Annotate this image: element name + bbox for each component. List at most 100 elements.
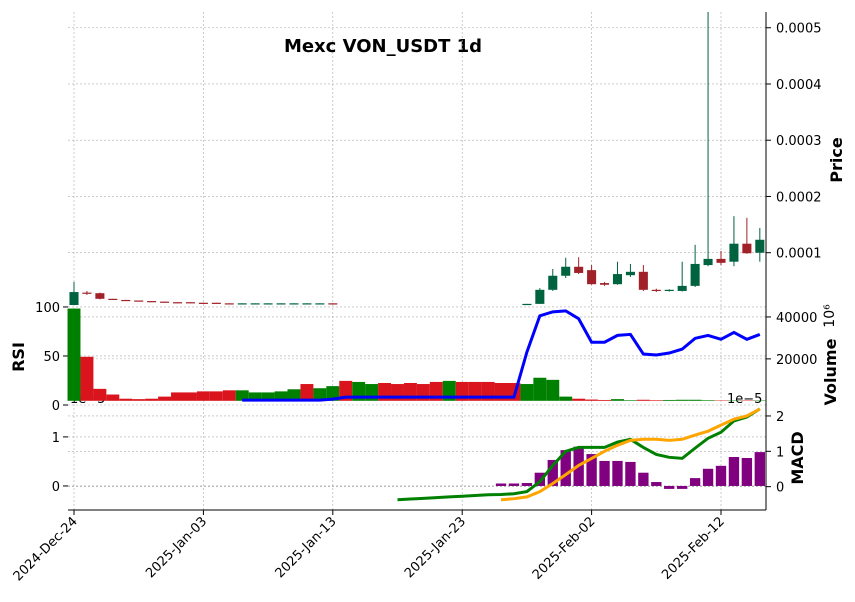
candle-body xyxy=(716,259,725,263)
volume-bar xyxy=(300,384,313,401)
candle-body xyxy=(108,299,117,300)
x-tick-label: 2025-Jan-03 xyxy=(143,514,210,581)
volume-bar xyxy=(145,399,158,401)
y-tick-label: 0.0001 xyxy=(776,247,822,262)
volume-bar xyxy=(611,399,624,401)
volume-label: Volume xyxy=(821,338,840,405)
candle-body xyxy=(691,264,700,286)
candle-body xyxy=(69,292,78,305)
volume-bar xyxy=(197,391,210,400)
candle-body xyxy=(186,302,195,303)
candle-body xyxy=(328,303,337,304)
candle-body xyxy=(238,303,247,304)
macd-label: MACD xyxy=(788,431,807,484)
volume-bar xyxy=(663,400,676,401)
y-tick-label: 0.0005 xyxy=(776,22,822,37)
candle-body xyxy=(535,290,544,304)
macd-hist-bar xyxy=(522,483,532,486)
volume-bar xyxy=(93,389,106,401)
volume-bar xyxy=(676,400,689,401)
macd-hist-bar xyxy=(716,466,726,486)
candle-body xyxy=(212,303,221,304)
candle-body xyxy=(225,303,234,304)
volume-bar xyxy=(520,384,533,401)
candle-body xyxy=(574,267,583,273)
price-label: Price xyxy=(827,137,846,183)
volume-bar xyxy=(106,395,119,401)
volume-bar xyxy=(572,399,585,401)
macd-hist-bar xyxy=(651,482,661,486)
volume-bar xyxy=(637,400,650,401)
rsi-label: RSI xyxy=(9,342,28,372)
candle-body xyxy=(548,276,557,290)
candle-body xyxy=(742,244,751,254)
candle-body xyxy=(277,303,286,304)
y-tick-label: 0 xyxy=(776,481,784,496)
candle-body xyxy=(561,267,570,276)
x-tick-label: 2025-Feb-02 xyxy=(530,514,599,583)
volume-bar xyxy=(223,390,236,400)
candle-body xyxy=(665,290,674,291)
x-tick-label: 2024-Dec-24 xyxy=(11,514,81,584)
chart-title: Mexc VON_USDT 1d xyxy=(284,36,482,57)
y-tick-label: 50 xyxy=(43,350,60,365)
volume-bar xyxy=(546,380,559,401)
candle-body xyxy=(729,244,738,262)
candle-body xyxy=(704,259,713,265)
volume-bar xyxy=(689,400,702,401)
candle-body xyxy=(173,302,182,303)
candle-body xyxy=(755,240,764,253)
y-tick-label: 100 xyxy=(35,301,60,316)
macd-hist-bar xyxy=(509,484,519,486)
candle-body xyxy=(613,274,622,284)
candle-body xyxy=(82,293,91,294)
macd-hist-bar xyxy=(742,458,752,486)
macd-hist-bar xyxy=(612,461,622,486)
macd-hist-bar xyxy=(677,486,687,489)
y-tick-label: 40000 xyxy=(776,311,817,326)
macd-hist-bar xyxy=(729,457,739,486)
candle-body xyxy=(600,283,609,285)
macd-hist-bar xyxy=(755,452,765,486)
y-tick-label: 0.0003 xyxy=(776,134,822,149)
candle-body xyxy=(626,272,635,275)
macd-hist-bar xyxy=(496,484,506,486)
macd-hist-bar xyxy=(625,462,635,486)
volume-bar xyxy=(68,309,81,401)
macd-hist-bar xyxy=(703,469,713,486)
y-tick-label: 1 xyxy=(52,431,60,446)
y-tick-label: 0.0002 xyxy=(776,190,822,205)
candle-body xyxy=(134,301,143,302)
candle-body xyxy=(652,290,661,291)
volume-bar xyxy=(119,399,132,401)
volume-bar xyxy=(171,392,184,400)
volume-bar xyxy=(585,400,598,401)
x-tick-label: 2025-Feb-12 xyxy=(659,514,728,583)
y-tick-label: 0 xyxy=(52,399,60,414)
volume-bar xyxy=(559,397,572,401)
volume-bar xyxy=(132,399,145,401)
candle-body xyxy=(95,293,104,299)
candle-body xyxy=(315,303,324,304)
candle-body xyxy=(587,270,596,284)
x-tick-label: 2025-Jan-13 xyxy=(273,514,340,581)
y-tick-label: 2 xyxy=(776,410,784,425)
candle-body xyxy=(147,301,156,302)
volume-bar xyxy=(184,392,197,400)
volume-bar xyxy=(650,400,663,401)
candle-body xyxy=(289,303,298,304)
candle-body xyxy=(199,303,208,304)
candle-body xyxy=(639,272,648,290)
y-tick-label: 1 xyxy=(776,445,784,460)
macd-hist-bar xyxy=(638,473,648,486)
macd-hist-bar xyxy=(664,486,674,489)
candle-body xyxy=(302,303,311,304)
volume-bar xyxy=(533,378,546,401)
candle-body xyxy=(121,300,130,301)
candle-body xyxy=(160,302,169,303)
candle-body xyxy=(251,303,260,304)
candle-body xyxy=(522,304,531,305)
volume-bar xyxy=(702,400,715,401)
volume-bar xyxy=(624,400,637,401)
